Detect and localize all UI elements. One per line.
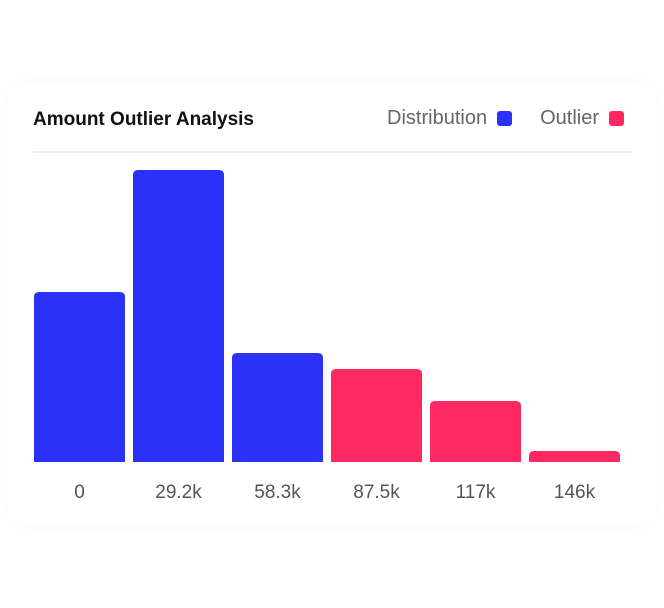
chart-title: Amount Outlier Analysis bbox=[33, 109, 254, 130]
x-tick-label: 58.3k bbox=[254, 482, 301, 503]
bar-87.5k[interactable] bbox=[331, 369, 422, 462]
legend-item-outlier[interactable]: Outlier bbox=[540, 107, 624, 130]
bar-117k[interactable] bbox=[430, 401, 521, 462]
x-tick-label: 117k bbox=[456, 482, 496, 503]
chart-legend: Distribution Outlier bbox=[387, 107, 624, 130]
bar-146k[interactable] bbox=[529, 451, 620, 462]
x-tick-label: 146k bbox=[554, 482, 596, 503]
legend-label-outlier: Outlier bbox=[540, 107, 599, 129]
legend-swatch-distribution bbox=[497, 111, 513, 126]
header-divider bbox=[33, 151, 633, 153]
x-tick-label: 29.2k bbox=[155, 482, 202, 503]
bar-29.2k[interactable] bbox=[133, 170, 224, 462]
legend-label-distribution: Distribution bbox=[387, 107, 488, 129]
bar-0[interactable] bbox=[34, 292, 125, 462]
legend-swatch-outlier bbox=[609, 111, 624, 126]
bar-58.3k[interactable] bbox=[232, 353, 323, 462]
legend-item-distribution[interactable]: Distribution bbox=[387, 107, 513, 130]
x-tick-label: 0 bbox=[74, 482, 85, 503]
x-tick-label: 87.5k bbox=[353, 482, 400, 503]
